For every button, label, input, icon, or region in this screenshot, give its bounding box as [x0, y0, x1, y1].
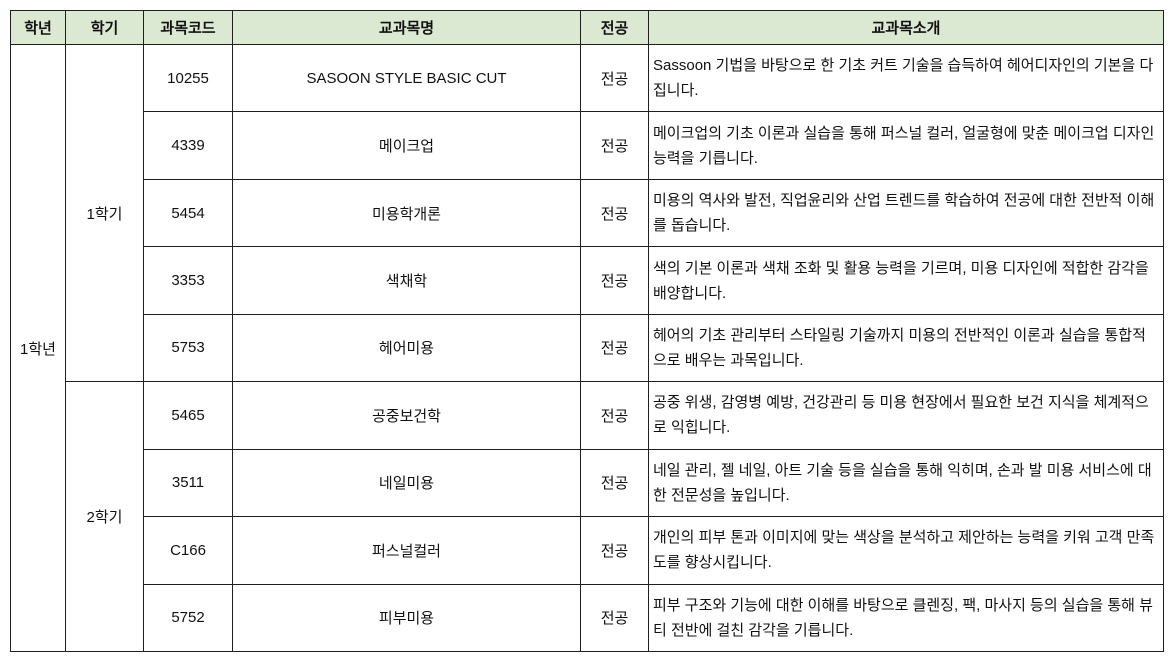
course-intro-cell: Sassoon 기법을 바탕으로 한 기초 커트 기술을 습득하여 헤어디자인의…	[648, 43, 1164, 113]
course-code-cell: 3511	[143, 448, 233, 518]
course-name-cell: SASOON STYLE BASIC CUT	[232, 43, 581, 113]
table-row: 2학기 5465 공중보건학 전공 공중 위생, 감영병 예방, 건강관리 등 …	[11, 381, 1164, 652]
course-name-cell: 퍼스널컬러	[232, 516, 581, 585]
course-code-cell: C166	[143, 516, 233, 585]
course-code-cell: 5753	[143, 313, 233, 383]
course-code-cell: 5752	[143, 583, 233, 652]
major-cell: 전공	[580, 448, 649, 518]
course-name-cell: 색채학	[232, 246, 581, 315]
major-cell: 전공	[580, 583, 649, 652]
course-name-cell: 공중보건학	[232, 381, 581, 450]
course-code-cell: 3353	[143, 246, 233, 315]
major-cell: 전공	[580, 43, 649, 113]
course-code-cell: 10255	[143, 43, 233, 113]
table-row: 1학년 1학기 10255 SASOON STYLE BASIC CUT 전공 …	[10, 43, 1164, 652]
col-header-intro: 교과목소개	[648, 10, 1164, 45]
table-row: C166 퍼스널컬러 전공 개인의 피부 톤과 이미지에 맞는 색상을 분석하고…	[11, 516, 1164, 585]
semester-cell-first: 1학기	[65, 43, 144, 383]
course-intro-cell: 개인의 피부 톤과 이미지에 맞는 색상을 분석하고 제안하는 능력을 키워 고…	[648, 516, 1164, 585]
course-intro-cell: 네일 관리, 젤 네일, 아트 기술 등을 실습을 통해 익히며, 손과 발 미…	[648, 448, 1164, 518]
major-cell: 전공	[580, 381, 649, 450]
course-code-cell: 5465	[143, 381, 233, 450]
table-row: 5752 피부미용 전공 피부 구조와 기능에 대한 이해를 바탕으로 클렌징,…	[11, 583, 1164, 652]
major-cell: 전공	[580, 111, 649, 180]
course-code-cell: 4339	[143, 111, 233, 180]
curriculum-table: 학년 학기 과목코드 교과목명 전공 교과목소개 1학년 1학기 10255 S…	[10, 10, 1164, 652]
course-intro-cell: 피부 구조와 기능에 대한 이해를 바탕으로 클렌징, 팩, 마사지 등의 실습…	[648, 583, 1164, 652]
table-row: 3511 네일미용 전공 네일 관리, 젤 네일, 아트 기술 등을 실습을 통…	[11, 448, 1164, 518]
course-intro-cell: 헤어의 기초 관리부터 스타일링 기술까지 미용의 전반적인 이론과 실습을 통…	[648, 313, 1164, 383]
course-name-cell: 메이크업	[232, 111, 581, 180]
table-row: 4339 메이크업 전공 메이크업의 기초 이론과 실습을 통해 퍼스널 컬러,…	[11, 111, 1164, 180]
major-cell: 전공	[580, 178, 649, 248]
col-header-major: 전공	[580, 10, 649, 45]
course-code-cell: 5454	[143, 178, 233, 248]
year-cell: 1학년	[10, 44, 66, 652]
course-name-cell: 미용학개론	[232, 178, 581, 248]
major-cell: 전공	[580, 516, 649, 585]
course-name-cell: 네일미용	[232, 448, 581, 518]
course-intro-cell: 메이크업의 기초 이론과 실습을 통해 퍼스널 컬러, 얼굴형에 맞춘 메이크업…	[648, 111, 1164, 180]
course-name-cell: 피부미용	[232, 583, 581, 652]
course-name-cell: 헤어미용	[232, 313, 581, 383]
table-row: 3353 색채학 전공 색의 기본 이론과 색채 조화 및 활용 능력을 기르며…	[11, 246, 1164, 315]
col-header-code: 과목코드	[143, 10, 233, 45]
course-intro-cell: 공중 위생, 감영병 예방, 건강관리 등 미용 현장에서 필요한 보건 지식을…	[648, 381, 1164, 450]
course-intro-cell: 색의 기본 이론과 색채 조화 및 활용 능력을 기르며, 미용 디자인에 적합…	[648, 246, 1164, 315]
table-row: 5753 헤어미용 전공 헤어의 기초 관리부터 스타일링 기술까지 미용의 전…	[11, 313, 1164, 383]
course-intro-cell: 미용의 역사와 발전, 직업윤리와 산업 트렌드를 학습하여 전공에 대한 전반…	[648, 178, 1164, 248]
col-header-semester: 학기	[65, 10, 144, 45]
col-header-name: 교과목명	[232, 10, 581, 45]
major-cell: 전공	[580, 246, 649, 315]
header-row: 학년 학기 과목코드 교과목명 전공 교과목소개	[10, 10, 1164, 45]
semester-cell-second: 2학기	[65, 381, 144, 652]
table-row: 5454 미용학개론 전공 미용의 역사와 발전, 직업윤리와 산업 트렌드를 …	[11, 178, 1164, 248]
major-cell: 전공	[580, 313, 649, 383]
col-header-year: 학년	[10, 10, 66, 45]
